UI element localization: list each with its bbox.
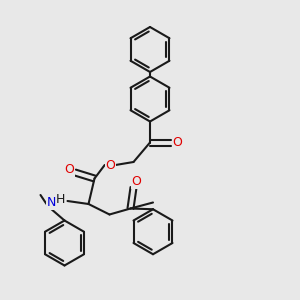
Text: H: H [55,193,65,206]
Text: O: O [64,163,74,176]
Text: N: N [46,196,56,209]
Text: O: O [173,136,182,149]
Text: O: O [105,158,115,172]
Text: O: O [132,175,141,188]
